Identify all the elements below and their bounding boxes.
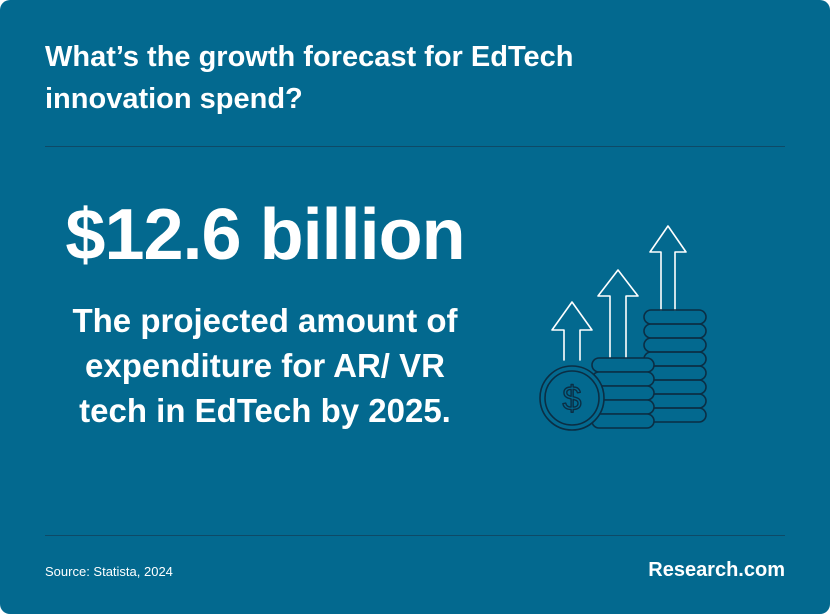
- arrow-up-icon: [551, 301, 593, 361]
- headline: What’s the growth forecast for EdTech in…: [45, 41, 574, 115]
- brand-logo: Research.com: [648, 559, 785, 581]
- dollar-coin-icon: $: [539, 365, 605, 431]
- arrow-up-icon: [597, 269, 639, 359]
- source-citation: Source: Statista, 2024: [45, 564, 173, 579]
- top-divider: [45, 146, 785, 147]
- coin-stacks-growth-arrows-icon: $: [539, 225, 707, 431]
- svg-text:$: $: [563, 380, 582, 418]
- stat-value: $12.6 billion: [65, 195, 465, 275]
- bottom-divider: [45, 535, 785, 536]
- arrow-up-icon: [649, 225, 687, 311]
- stat-description: The projected amount of expenditure for …: [72, 302, 458, 429]
